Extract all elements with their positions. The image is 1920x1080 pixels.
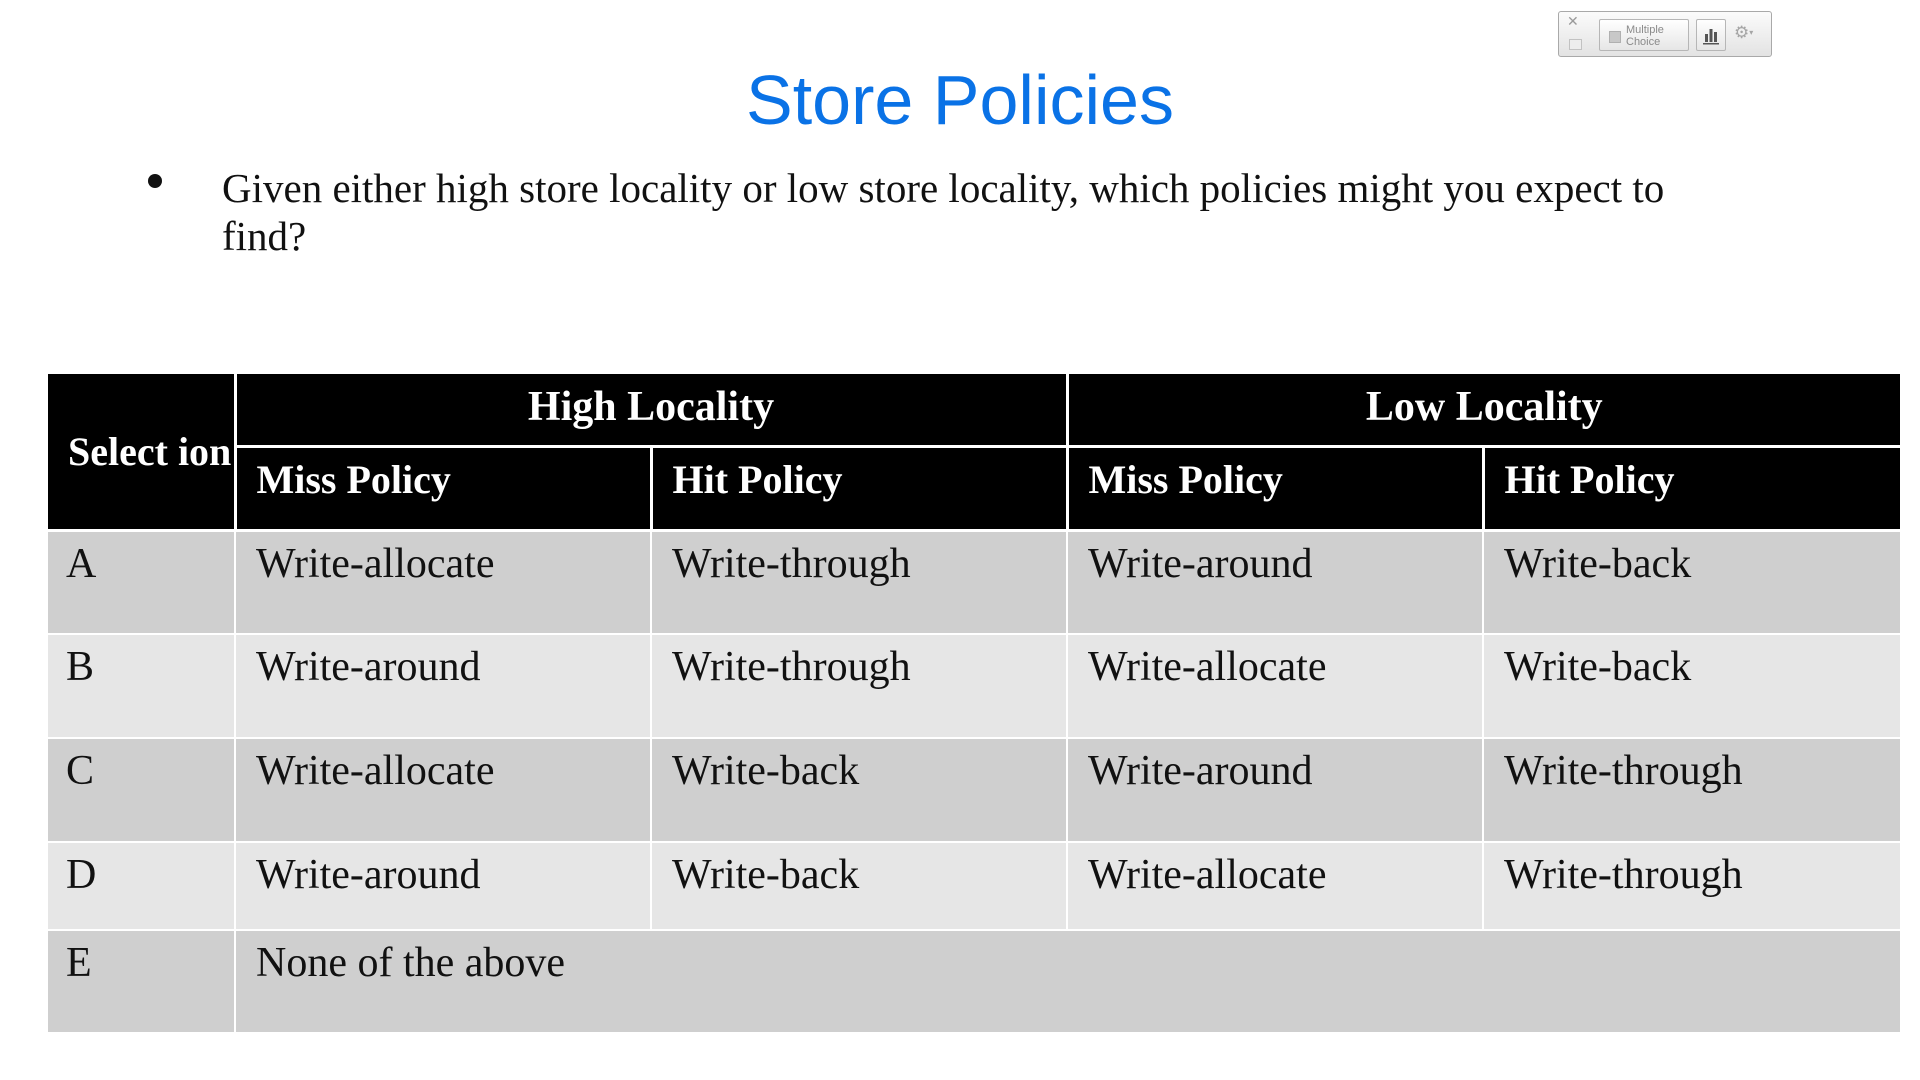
option-label: C — [48, 737, 235, 842]
multiple-choice-label: Multiple Choice — [1626, 24, 1664, 48]
table-cell: Write-around — [1066, 737, 1483, 842]
gear-icon[interactable]: ⚙▾ — [1734, 23, 1754, 43]
table-row-e: E None of the above — [48, 929, 1901, 1032]
table-cell: Write-around — [234, 633, 651, 738]
table-row-d: D Write-around Write-back Write-allocate… — [48, 841, 1901, 930]
table-row-c: C Write-allocate Write-back Write-around… — [48, 737, 1901, 842]
select-column-header: Select ion — [48, 374, 237, 532]
table-cell: Write-through — [650, 633, 1067, 738]
options-table: Select ion High Locality Low Locality Mi… — [48, 374, 1901, 1032]
close-icon[interactable]: ✕ — [1567, 14, 1579, 30]
high-miss-policy-header: Miss Policy — [235, 444, 653, 532]
table-row-a: A Write-allocate Write-through Write-aro… — [48, 530, 1901, 634]
bullet-icon — [148, 174, 162, 188]
table-cell: Write-through — [1481, 841, 1901, 930]
bar-chart-icon — [1703, 29, 1719, 45]
checkbox-icon — [1609, 31, 1621, 43]
poll-toolbar: ✕ Multiple Choice ⚙▾ — [1558, 11, 1772, 57]
table-cell: Write-back — [650, 841, 1067, 930]
table-cell: Write-allocate — [1066, 633, 1483, 738]
table-cell: Write-back — [1481, 530, 1901, 634]
option-label: A — [48, 530, 235, 634]
table-cell: None of the above — [233, 929, 1901, 1032]
slide-title: Store Policies — [746, 61, 1174, 139]
table-cell: Write-allocate — [234, 530, 651, 634]
table-cell: Write-back — [1481, 633, 1901, 738]
table-cell: Write-around — [1066, 530, 1483, 634]
table-cell: Write-allocate — [234, 737, 651, 842]
low-miss-policy-header: Miss Policy — [1065, 444, 1485, 532]
table-cell: Write-back — [650, 737, 1067, 842]
table-cell: Write-allocate — [1066, 841, 1483, 930]
high-hit-policy-header: Hit Policy — [649, 444, 1069, 532]
minimize-icon[interactable] — [1569, 39, 1582, 50]
table-cell: Write-through — [650, 530, 1067, 634]
option-label: D — [48, 841, 235, 930]
chevron-down-icon: ▾ — [1749, 28, 1754, 37]
option-label: B — [48, 633, 235, 738]
option-label: E — [48, 929, 235, 1032]
low-locality-header: Low Locality — [1065, 374, 1901, 448]
high-locality-header: High Locality — [233, 374, 1069, 448]
table-cell: Write-through — [1481, 737, 1901, 842]
question-text: Given either high store locality or low … — [222, 165, 1665, 259]
low-hit-policy-header: Hit Policy — [1481, 444, 1901, 532]
table-row-b: B Write-around Write-through Write-alloc… — [48, 633, 1901, 738]
table-cell: Write-around — [234, 841, 651, 930]
show-results-button[interactable] — [1696, 19, 1726, 51]
multiple-choice-button[interactable]: Multiple Choice — [1599, 19, 1689, 51]
